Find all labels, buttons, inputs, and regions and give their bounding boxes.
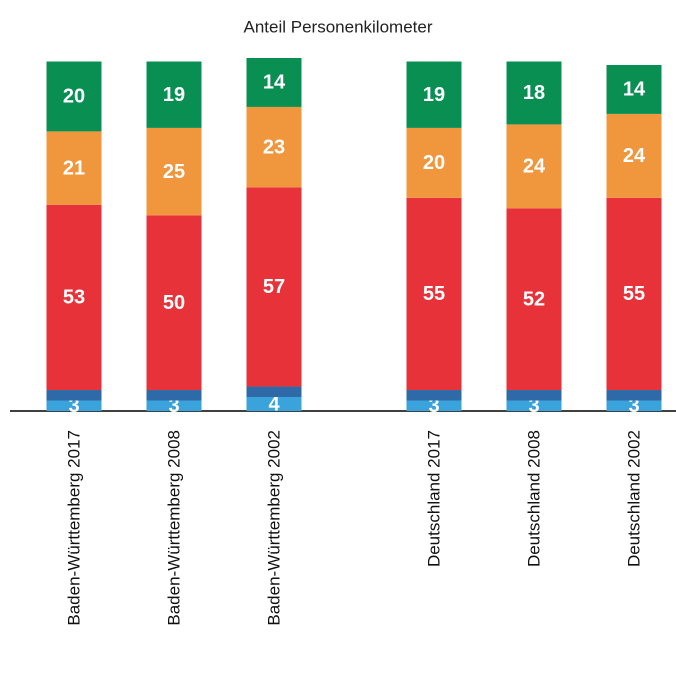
bar-segment — [506, 390, 562, 401]
data-label: 3 — [428, 395, 439, 417]
x-tick-label: Baden-Württemberg 2017 — [64, 430, 83, 626]
bar-segment — [606, 400, 662, 411]
data-label: 20 — [63, 86, 85, 108]
bar-segment — [406, 61, 462, 128]
x-tick-label: Deutschland 2008 — [524, 430, 543, 567]
data-label: 52 — [523, 288, 545, 310]
bar-segment — [46, 400, 102, 411]
data-label: 19 — [423, 84, 445, 106]
bar-segment — [146, 400, 202, 411]
data-label: 53 — [63, 287, 85, 309]
bar-segment — [146, 390, 202, 401]
data-label: 14 — [623, 79, 646, 101]
bar-segment — [146, 127, 202, 216]
bar-segment — [246, 187, 302, 387]
data-label: 23 — [263, 136, 285, 158]
bar-segment — [246, 58, 302, 107]
bar-segment — [606, 390, 662, 401]
x-tick-label: Baden-Württemberg 2008 — [164, 430, 183, 626]
chart-title: Anteil Personenkilometer — [244, 17, 433, 36]
bar-segment — [46, 61, 102, 132]
data-label: 50 — [163, 292, 185, 314]
x-tick-label: Deutschland 2017 — [424, 430, 443, 567]
bar-segment — [46, 131, 102, 205]
bar-segment — [406, 390, 462, 401]
bar-segment — [506, 61, 562, 125]
bar-segment — [46, 390, 102, 401]
data-label: 24 — [523, 156, 546, 178]
data-label: 19 — [163, 84, 185, 106]
data-label: 55 — [623, 283, 645, 305]
bar-segment — [606, 64, 662, 114]
bar-segment — [406, 197, 462, 391]
bar-segment — [246, 106, 302, 188]
data-label: 55 — [423, 283, 445, 305]
data-label: 20 — [423, 152, 445, 174]
data-label: 24 — [623, 145, 646, 167]
data-label: 21 — [63, 157, 85, 179]
bar-segment — [606, 113, 662, 198]
x-tick-label: Deutschland 2002 — [624, 430, 643, 567]
bar-segment — [506, 208, 562, 391]
data-label: 25 — [163, 161, 185, 183]
data-label: 14 — [263, 72, 286, 94]
data-label: 3 — [528, 395, 539, 417]
bar-segment — [406, 127, 462, 198]
bar-segment — [146, 61, 202, 128]
data-label: 57 — [263, 276, 285, 298]
bar-segment — [506, 400, 562, 411]
x-tick-label: Baden-Württemberg 2002 — [264, 430, 283, 626]
data-label: 4 — [268, 393, 280, 415]
bar-segment — [246, 397, 302, 411]
bar-segment — [506, 124, 562, 209]
bar-segment — [46, 204, 102, 391]
data-label: 3 — [628, 395, 639, 417]
data-label: 3 — [168, 395, 179, 417]
bar-segment — [606, 197, 662, 391]
bar-segment — [406, 400, 462, 411]
bar-segment — [146, 215, 202, 391]
bar-segment — [246, 386, 302, 398]
data-label: 18 — [523, 82, 545, 104]
data-label: 3 — [68, 395, 79, 417]
